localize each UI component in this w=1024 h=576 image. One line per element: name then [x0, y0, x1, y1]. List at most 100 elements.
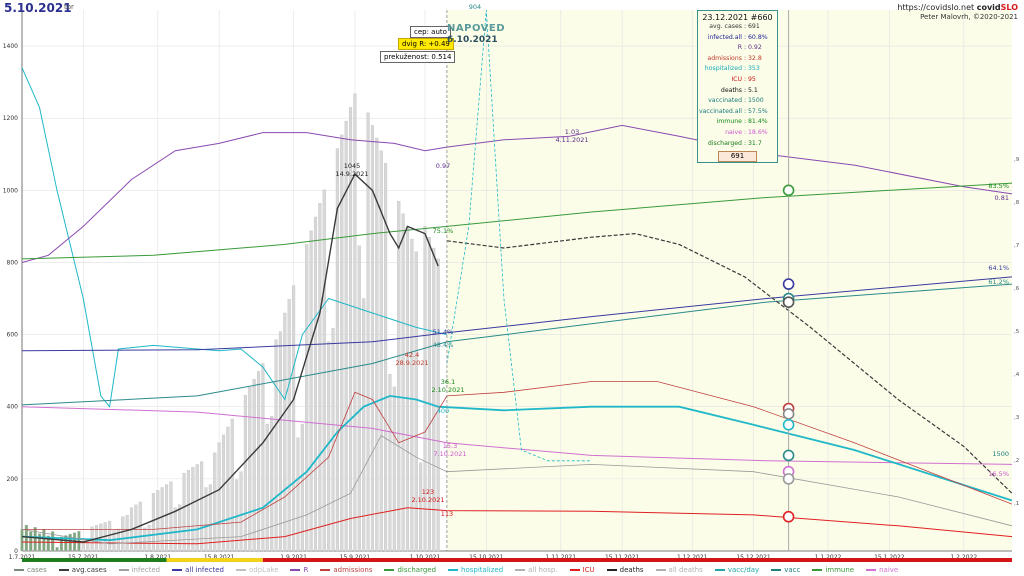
info-row-value: 32.8 [748, 54, 762, 62]
case-bar [81, 540, 85, 552]
legend-item[interactable]: R [290, 566, 308, 574]
case-bar [160, 487, 164, 552]
legend-item[interactable]: naive [866, 566, 898, 574]
case-bar [274, 339, 278, 552]
info-row-deaths: deaths:5.1 [698, 86, 777, 97]
legend-swatch [236, 568, 246, 571]
y-tick-label: 600 [7, 332, 19, 339]
info-row-sep: : [744, 128, 747, 136]
info-row-key: admissions [707, 54, 742, 62]
case-bar [239, 471, 243, 552]
vacc-day-line [21, 67, 448, 408]
case-bar [204, 487, 208, 552]
case-bar [195, 464, 199, 552]
legend-swatch [320, 568, 331, 571]
info-row-key: hospitalized [704, 65, 742, 73]
info-row-immune: immune:81.4% [698, 117, 777, 128]
case-bar [278, 331, 283, 552]
annotation-date: 2.10.2021 [411, 496, 444, 504]
legend-item[interactable]: cases [14, 566, 47, 574]
legend-item[interactable]: avg.cases [58, 566, 107, 574]
legend-item[interactable]: immune [812, 566, 854, 574]
legend-swatch [172, 568, 183, 571]
info-row-key: ICU [731, 75, 742, 83]
forecast-date: 6.10.2021 [447, 35, 498, 45]
legend-item[interactable]: admissions [320, 566, 372, 574]
status-band-yellow [166, 558, 263, 562]
legend-item[interactable]: vacc [771, 566, 800, 574]
case-bar [46, 535, 50, 552]
case-bar [151, 493, 155, 552]
x-tick-label: 15.10.2021 [469, 554, 504, 561]
info-row-sep: : [744, 44, 747, 52]
annotation-date: 2.10.2021 [431, 386, 464, 394]
annotation-value: 123 [422, 488, 434, 496]
x-tick-label: 15.12.2021 [736, 554, 771, 561]
case-bar [397, 201, 401, 552]
info-row-sep: : [744, 118, 747, 126]
dvig-tag: dvig R: +0.49 [398, 38, 454, 50]
case-bar [287, 299, 291, 552]
case-bar [186, 470, 191, 552]
legend: cases avg.cases infected all infected odpLak… [0, 563, 1024, 576]
site-link[interactable]: https://covidslo.net covidSLO [897, 3, 1018, 12]
y-tick-label: 1200 [3, 115, 18, 122]
legend-item[interactable]: all infected [172, 566, 224, 574]
legend-item[interactable]: discharged [384, 566, 436, 574]
chart-date-title: 5.10.2021 [4, 1, 72, 15]
case-bar [379, 150, 383, 552]
selected-date-marker [782, 510, 795, 523]
case-bar [147, 524, 151, 552]
info-row-sep: : [744, 65, 747, 73]
right-tick-label: ,1 [1014, 501, 1019, 507]
case-bar [261, 363, 265, 552]
x-tick-label: 1.11.2021 [546, 554, 577, 561]
hospitalized-line [21, 394, 1013, 542]
case-bar [309, 230, 313, 552]
x-tick-label: 15.7.2021 [68, 554, 99, 561]
annotation-value: 83.5% [988, 182, 1009, 190]
legend-swatch [118, 568, 129, 571]
annotation-date: 14.9.2021 [335, 170, 368, 178]
right-tick-label: ,5 [1014, 329, 1020, 335]
site-url[interactable]: https://covidslo.net [897, 3, 975, 12]
legend-item[interactable]: vacc/day [714, 566, 759, 574]
cep-tag: cep: auto [410, 26, 451, 38]
info-row-value: 95 [748, 75, 756, 83]
info-row-hospitalized: hospitalized:353 [698, 64, 777, 75]
case-bar [327, 341, 331, 552]
case-bar [405, 226, 410, 552]
case-bar [292, 285, 296, 552]
brand-name: covidSLO [976, 3, 1018, 12]
info-row-key: vaccinated.all [698, 107, 742, 115]
icu-line [21, 507, 1013, 545]
legend-item[interactable]: all hosp. [515, 566, 558, 574]
prekuzenost-tag: prekuženost: 0.514 [380, 51, 456, 63]
legend-label: discharged [397, 565, 437, 574]
legend-item[interactable]: ICU [569, 566, 595, 574]
info-row-value: 691 [748, 23, 760, 30]
info-row-value: 1500 [748, 97, 764, 105]
case-bar [33, 527, 37, 552]
case-bar [248, 387, 252, 552]
legend-item[interactable]: deaths [606, 566, 644, 574]
info-box-title: 23.12.2021 #660 [702, 13, 773, 22]
legend-swatch [606, 568, 617, 571]
annotation-date: 4.11.2021 [555, 136, 588, 144]
legend-item[interactable]: infected [118, 566, 160, 574]
legend-item[interactable]: all deaths [655, 566, 703, 574]
avg-cases-line [21, 172, 439, 543]
annotation-value: 75.1% [433, 227, 454, 235]
case-bar [300, 423, 304, 552]
legend-item[interactable]: hospitalized [448, 566, 503, 574]
case-bar [348, 107, 353, 552]
info-row-sep: : [744, 23, 747, 30]
legend-swatch [714, 568, 725, 571]
legend-swatch [812, 568, 823, 571]
case-bar [191, 467, 195, 552]
case-bar [296, 437, 300, 552]
info-row-value: 353 [748, 65, 760, 73]
legend-item[interactable]: odpLake [236, 566, 278, 574]
info-row-value: 60.8% [748, 33, 768, 41]
y-tick-label: 0 [14, 548, 18, 555]
